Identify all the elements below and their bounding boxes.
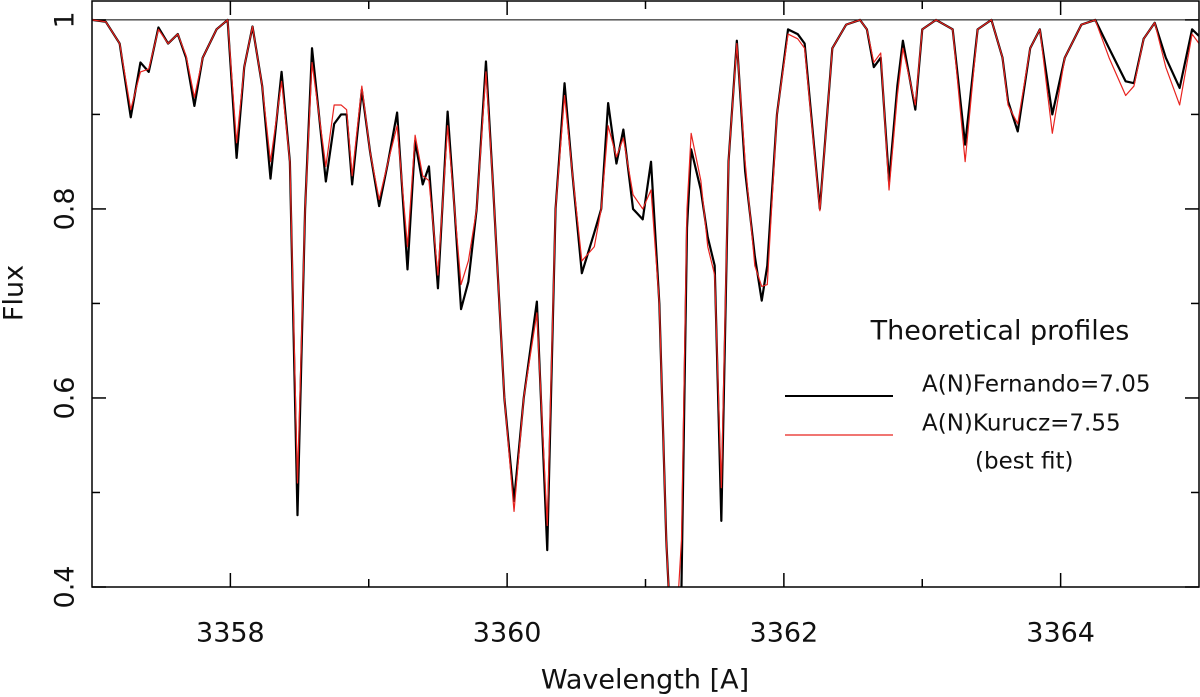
x-tick-label: 3362 — [750, 618, 819, 649]
y-tick-label: 1 — [50, 11, 81, 28]
plot-area — [92, 18, 1199, 587]
y-axis-title: Flux — [0, 265, 30, 321]
y-tick-label: 0.4 — [50, 566, 81, 609]
plot-frame — [91, 0, 1200, 588]
legend-note: (best fit) — [975, 449, 1074, 475]
legend-label: A(N)Fernando=7.05 — [922, 372, 1150, 398]
legend-title: Theoretical profiles — [870, 316, 1130, 347]
x-tick-label: 3360 — [473, 618, 542, 649]
x-tick-label: 3364 — [1026, 618, 1095, 649]
series-line — [92, 19, 1199, 587]
legend-label: A(N)Kurucz=7.55 — [922, 411, 1121, 437]
y-tick-label: 0.8 — [50, 187, 81, 230]
x-tick-label: 3358 — [196, 618, 265, 649]
y-tick-label: 0.6 — [50, 376, 81, 419]
x-axis-title: Wavelength [A] — [541, 665, 749, 696]
